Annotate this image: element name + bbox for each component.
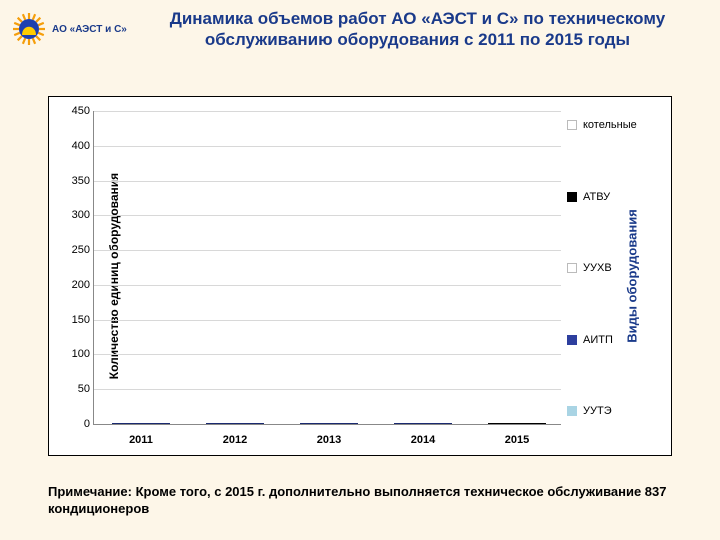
y-tick: 350 <box>62 175 90 187</box>
legend-label: УУХВ <box>583 262 612 274</box>
legend-item: АТВУ <box>567 191 667 203</box>
y-tick: 150 <box>62 314 90 326</box>
legend-item: УУТЭ <box>567 405 667 417</box>
x-tick: 2011 <box>112 434 170 446</box>
legend-label: котельные <box>583 119 637 131</box>
y-tick: 50 <box>62 383 90 395</box>
legend-item: УУХВ <box>567 262 667 274</box>
legend-item: котельные <box>567 119 667 131</box>
legend-label: АИТП <box>583 334 613 346</box>
y-tick: 400 <box>62 140 90 152</box>
bar-segment <box>206 423 264 424</box>
footnote: Примечание: Кроме того, с 2015 г. дополн… <box>48 484 672 518</box>
legend-label: УУТЭ <box>583 405 612 417</box>
company-logo-icon <box>12 12 46 46</box>
bar-segment <box>112 423 170 424</box>
bar-segment <box>300 423 358 424</box>
legend-label: АТВУ <box>583 191 610 203</box>
bar-segment <box>488 423 546 424</box>
legend: котельные АТВУ УУХВ АИТП УУТЭ <box>567 111 667 425</box>
x-tick: 2014 <box>394 434 452 446</box>
y-tick: 300 <box>62 209 90 221</box>
legend-item: АИТП <box>567 334 667 346</box>
x-tick: 2013 <box>300 434 358 446</box>
company-label: АО «АЭСТ и С» <box>52 24 127 35</box>
legend-swatch <box>567 263 577 273</box>
legend-swatch <box>567 120 577 130</box>
company-logo-block: АО «АЭСТ и С» <box>12 12 127 46</box>
x-tick: 2015 <box>488 434 546 446</box>
plot-area: 0501001502002503003504004502011201220132… <box>93 111 561 425</box>
bar-segment <box>394 423 452 424</box>
y-tick: 200 <box>62 279 90 291</box>
chart-container: Количество единиц оборудования Виды обор… <box>48 96 672 456</box>
y-tick: 100 <box>62 348 90 360</box>
legend-swatch <box>567 335 577 345</box>
x-tick: 2012 <box>206 434 264 446</box>
page-title: Динамика объемов работ АО «АЭСТ и С» по … <box>127 8 708 51</box>
y-tick: 0 <box>62 418 90 430</box>
legend-swatch <box>567 192 577 202</box>
y-tick: 250 <box>62 244 90 256</box>
y-tick: 450 <box>62 105 90 117</box>
legend-swatch <box>567 406 577 416</box>
